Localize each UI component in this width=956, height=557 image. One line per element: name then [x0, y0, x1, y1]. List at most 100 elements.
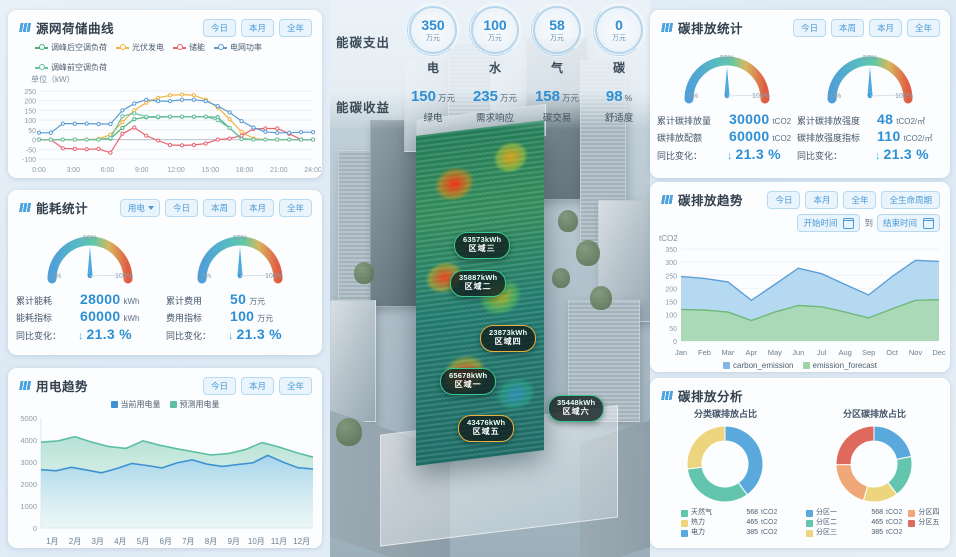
- card-header: 能耗统计 用电 今日 本周 本月 全年: [9, 191, 321, 219]
- zone-chip[interactable]: 63573kWh 区域三: [454, 232, 511, 260]
- energy-type-select[interactable]: 用电: [119, 198, 160, 217]
- gauge-value: 100: [230, 308, 255, 324]
- btn-month[interactable]: 本月: [240, 198, 274, 217]
- expense-caption: 水: [488, 61, 501, 75]
- svg-text:Feb: Feb: [698, 348, 711, 357]
- expense-item-water[interactable]: 100 万元 水: [468, 4, 522, 76]
- btn-month[interactable]: 本月: [805, 190, 839, 209]
- btn-today[interactable]: 今日: [164, 198, 198, 217]
- emission-by-zone-donut[interactable]: [800, 420, 949, 508]
- btn-month[interactable]: 本月: [240, 18, 274, 37]
- svg-text:18:00: 18:00: [236, 167, 254, 174]
- zone-value: 43476kWh: [467, 418, 506, 427]
- income-item-demand-response[interactable]: 235 万元 需求响应: [464, 88, 526, 124]
- legend-item[interactable]: 预测用电量: [169, 399, 220, 410]
- legend-item[interactable]: 光伏发电: [116, 42, 164, 53]
- legend-unit: tCO2: [886, 529, 903, 537]
- expense-caption: 电: [426, 61, 439, 75]
- income-item-green-power[interactable]: 150 万元 绿电: [402, 88, 464, 124]
- legend-item[interactable]: 分区五659tCO2: [908, 518, 956, 528]
- legend-item[interactable]: 调峰后空调负荷: [35, 42, 107, 53]
- svg-text:4000: 4000: [20, 436, 37, 445]
- zone-chip[interactable]: 65678kWh 区域一: [440, 368, 497, 396]
- zone-chip[interactable]: 23873kWh 区域四: [480, 325, 537, 353]
- zone-donut-section: 分区碳排放占比 分区一 568 tCO2 分区二 465 tCO2 分区三 385 tCO2…: [800, 407, 949, 538]
- legend-item[interactable]: 分区二 465 tCO2: [806, 518, 902, 528]
- legend-item[interactable]: emission_forecast: [802, 361, 877, 370]
- time-range-buttons: 今日 本月 全年: [202, 376, 312, 395]
- tree: [552, 268, 570, 288]
- zone-value: 35887kWh: [459, 273, 498, 282]
- btn-today[interactable]: 今日: [792, 18, 826, 37]
- svg-text:150: 150: [665, 300, 677, 307]
- svg-text:Sep: Sep: [862, 348, 875, 357]
- btn-month[interactable]: 本月: [868, 18, 902, 37]
- legend-item[interactable]: 电力 385 tCO2: [681, 528, 800, 538]
- legend-unit: tCO2: [886, 509, 903, 516]
- gauge-row: 碳排放强度指标 110 tCO2/㎡: [797, 128, 943, 144]
- btn-year[interactable]: 全年: [278, 18, 312, 37]
- income-item-carbon-trade[interactable]: 158 万元 碳交易: [526, 88, 588, 124]
- svg-text:200: 200: [24, 99, 36, 106]
- btn-today[interactable]: 今日: [767, 190, 801, 209]
- legend-item[interactable]: 储能: [173, 42, 205, 53]
- legend-item[interactable]: 热力 465 tCO2: [681, 518, 800, 528]
- btn-today[interactable]: 今日: [202, 376, 236, 395]
- btn-week[interactable]: 本周: [202, 198, 236, 217]
- expense-item-electricity[interactable]: 350 万元 电: [406, 4, 460, 76]
- legend-item[interactable]: 分区三 385 tCO2: [806, 528, 902, 538]
- btn-today[interactable]: 今日: [202, 18, 236, 37]
- btn-year[interactable]: 全年: [278, 376, 312, 395]
- legend-item[interactable]: carbon_emission: [723, 361, 794, 370]
- tree: [576, 240, 600, 266]
- energy-expense-row: 能碳支出 350 万元 电 100 万元 水: [330, 4, 650, 75]
- legend-item[interactable]: 电网功率: [214, 42, 262, 53]
- btn-month[interactable]: 本月: [240, 376, 274, 395]
- page-title: 碳排放统计: [678, 22, 744, 36]
- zone-chip[interactable]: 43476kWh 区域五: [458, 415, 515, 443]
- zone-chip[interactable]: 35887kWh 区域二: [450, 270, 507, 298]
- svg-text:1000: 1000: [20, 502, 37, 511]
- bars-icon: [660, 391, 673, 400]
- zone-value: 35448kWh: [557, 398, 596, 407]
- card-header: 源网荷储曲线 今日 本月 全年: [9, 11, 321, 39]
- legend-item[interactable]: 分区一 568 tCO2: [806, 508, 902, 518]
- btn-year[interactable]: 全年: [278, 198, 312, 217]
- bars-icon: [18, 203, 31, 212]
- legend-item[interactable]: 分区四525tCO2: [908, 508, 956, 518]
- legend-item[interactable]: 当前用电量: [110, 399, 161, 410]
- svg-text:-50: -50: [26, 147, 36, 154]
- start-date-field[interactable]: 开始时间: [797, 214, 861, 232]
- svg-text:Jun: Jun: [792, 348, 804, 357]
- bars-icon: [18, 381, 31, 390]
- legend-item[interactable]: 天然气 568 tCO2: [681, 508, 800, 518]
- svg-text:Aug: Aug: [839, 348, 852, 357]
- svg-text:6:00: 6:00: [101, 167, 115, 174]
- emission-by-category-donut[interactable]: [651, 420, 800, 508]
- energy-cost-gauge: 50% 0% 100%: [197, 235, 283, 284]
- legend-label: 分区一: [816, 509, 837, 516]
- btn-year[interactable]: 全年: [906, 18, 940, 37]
- trend-down-icon: ↓: [228, 329, 234, 342]
- zone-chip[interactable]: 35448kWh 区域六: [548, 395, 605, 423]
- expense-item-gas[interactable]: 58 万元 气: [530, 4, 584, 76]
- legend-unit: tCO2: [761, 519, 778, 527]
- income-value: 235: [472, 88, 498, 105]
- legend-label: 分区三: [816, 529, 837, 537]
- end-date-field[interactable]: 结束时间: [876, 214, 940, 232]
- carbon-trend-card: 碳排放趋势 今日 本月 全年 全生命周期 开始时间 到 结束时间 tCO2 0 5…: [650, 182, 950, 372]
- legend-item[interactable]: 调峰前空调负荷: [35, 62, 107, 73]
- btn-week[interactable]: 本周: [830, 18, 864, 37]
- btn-lifecycle[interactable]: 全生命周期: [881, 190, 940, 209]
- svg-text:21:00: 21:00: [270, 167, 288, 174]
- city-block: [330, 300, 376, 422]
- expense-item-carbon[interactable]: 0 万元 碳: [592, 4, 646, 76]
- page-title: 碳排放趋势: [678, 194, 744, 208]
- income-item-comfort[interactable]: 98% 舒适度: [588, 88, 650, 124]
- svg-text:0%: 0%: [688, 93, 698, 100]
- gauge-cell: 50% 0% 100% 累计费用 50 万元 费用指标 100 万元 同比变化： ↓ 21.3 …: [166, 227, 314, 342]
- time-range-buttons: 今日 本月 全年: [202, 18, 312, 37]
- btn-year[interactable]: 全年: [843, 190, 877, 209]
- svg-text:Apr: Apr: [746, 348, 758, 357]
- gauge-cell: 50% 0% 100% 累计碳排放量 30000 tCO2 碳排放配额 60000 tCO2…: [657, 49, 797, 162]
